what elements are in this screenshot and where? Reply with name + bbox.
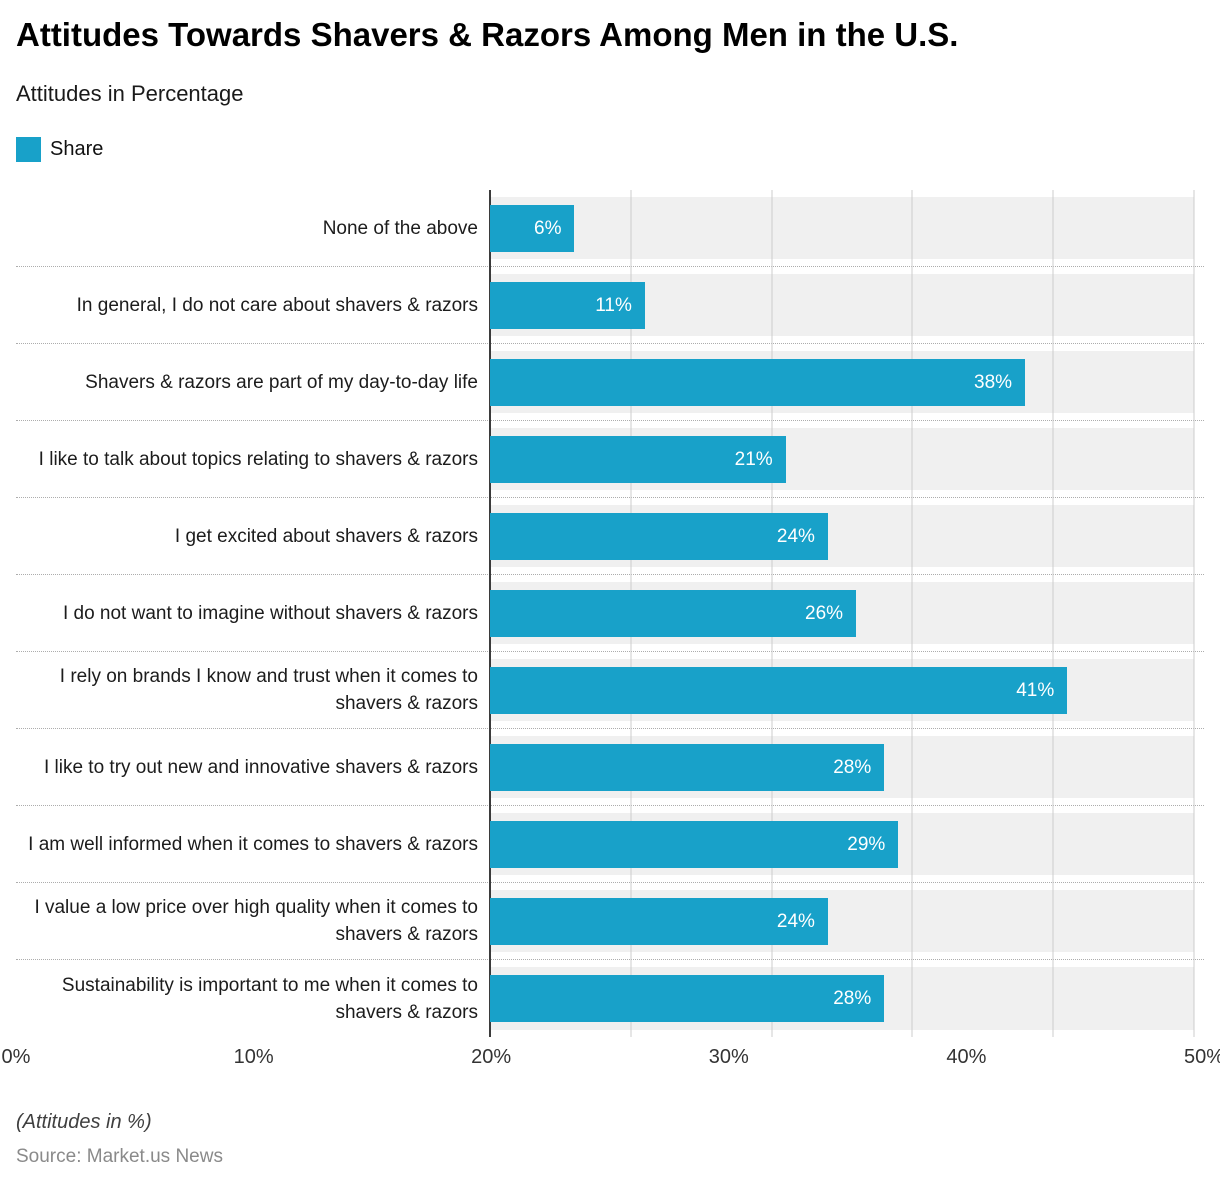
plot-cell: 6%: [490, 190, 1194, 266]
x-axis: 0% 10% 20% 30% 40% 50%: [2, 1037, 1220, 1079]
chart-rows: None of the above 6% In general, I do not …: [16, 190, 1204, 1037]
bar-value-label: 28%: [833, 987, 872, 1009]
row-stripe: [490, 197, 1194, 260]
category-label: None of the above: [322, 217, 478, 239]
chart-row: Sustainability is important to me when i…: [16, 960, 1204, 1037]
chart-row: I like to try out new and innovative sha…: [16, 729, 1204, 807]
chart-row: I do not want to imagine without shavers…: [16, 575, 1204, 653]
bar-value-label: 24%: [776, 525, 815, 547]
chart-row: None of the above 6%: [16, 190, 1204, 268]
footer-note: (Attitudes in %): [16, 1111, 152, 1134]
chart-row: I get excited about shavers & razors 24%: [16, 498, 1204, 576]
x-axis-tick: 50%: [1183, 1046, 1220, 1069]
bar-value-label: 6%: [534, 217, 562, 239]
bar: 41%: [490, 667, 1068, 715]
bar-value-label: 24%: [776, 910, 815, 932]
plot-cell: 28%: [490, 960, 1194, 1037]
bar-value-label: 29%: [847, 833, 886, 855]
x-axis-tick: 0%: [1, 1046, 31, 1069]
bar-value-label: 21%: [734, 448, 773, 470]
plot-cell: 26%: [490, 575, 1194, 651]
bar: 21%: [490, 436, 786, 484]
category-label: I do not want to imagine without shavers…: [62, 602, 478, 624]
chart-row: Shavers & razors are part of my day-to-d…: [16, 344, 1204, 422]
plot-cell: 24%: [490, 498, 1194, 574]
chart-row: In general, I do not care about shavers …: [16, 267, 1204, 345]
x-axis-tick: 20%: [471, 1046, 512, 1069]
plot-cell: 28%: [490, 729, 1194, 805]
legend-swatch-share: [16, 137, 41, 163]
bar: 6%: [490, 205, 575, 253]
chart-title: Attitudes Towards Shavers & Razors Among…: [16, 16, 959, 53]
category-label: I like to try out new and innovative sha…: [43, 756, 478, 778]
chart-row: I value a low price over high quality wh…: [16, 883, 1204, 961]
bar: 11%: [490, 282, 645, 330]
bar: 38%: [490, 359, 1026, 407]
plot-cell: 21%: [490, 421, 1194, 497]
category-label: I value a low price over high quality wh…: [34, 897, 478, 946]
category-label: I get excited about shavers & razors: [174, 525, 478, 547]
x-axis-tick: 10%: [233, 1046, 274, 1069]
plot-cell: 24%: [490, 883, 1194, 959]
bar: 28%: [490, 744, 885, 792]
plot-cell: 41%: [490, 652, 1194, 728]
bar-chart: None of the above 6% In general, I do not …: [16, 190, 1204, 1038]
category-label: Sustainability is important to me when i…: [61, 974, 478, 1023]
bar-value-label: 28%: [833, 756, 872, 778]
chart-row: I rely on brands I know and trust when i…: [16, 652, 1204, 730]
x-axis-tick: 40%: [946, 1046, 987, 1069]
plot-cell: 38%: [490, 344, 1194, 420]
category-label: I like to talk about topics relating to …: [38, 448, 478, 470]
chart-row: I like to talk about topics relating to …: [16, 421, 1204, 499]
chart-row: I am well informed when it comes to shav…: [16, 806, 1204, 884]
bar: 26%: [490, 590, 857, 638]
legend-label-share: Share: [50, 138, 104, 161]
bar-value-label: 11%: [595, 294, 632, 316]
plot-cell: 29%: [490, 806, 1194, 882]
x-axis-tick: 30%: [708, 1046, 749, 1069]
footer-source: Source: Market.us News: [16, 1146, 223, 1168]
category-label: I rely on brands I know and trust when i…: [59, 666, 478, 715]
bar: 24%: [490, 513, 828, 561]
category-label: Shavers & razors are part of my day-to-d…: [85, 371, 478, 393]
plot-cell: 11%: [490, 267, 1194, 343]
bar: 28%: [490, 975, 885, 1023]
category-label: I am well informed when it comes to shav…: [28, 833, 478, 855]
bar: 24%: [490, 898, 828, 946]
legend: Share: [16, 137, 1204, 163]
bar-value-label: 26%: [805, 602, 844, 624]
bar-value-label: 38%: [974, 371, 1013, 393]
bar-value-label: 41%: [1016, 679, 1055, 701]
category-label: In general, I do not care about shavers …: [76, 294, 478, 316]
bar: 29%: [490, 821, 899, 869]
chart-subtitle: Attitudes in Percentage: [16, 81, 244, 107]
